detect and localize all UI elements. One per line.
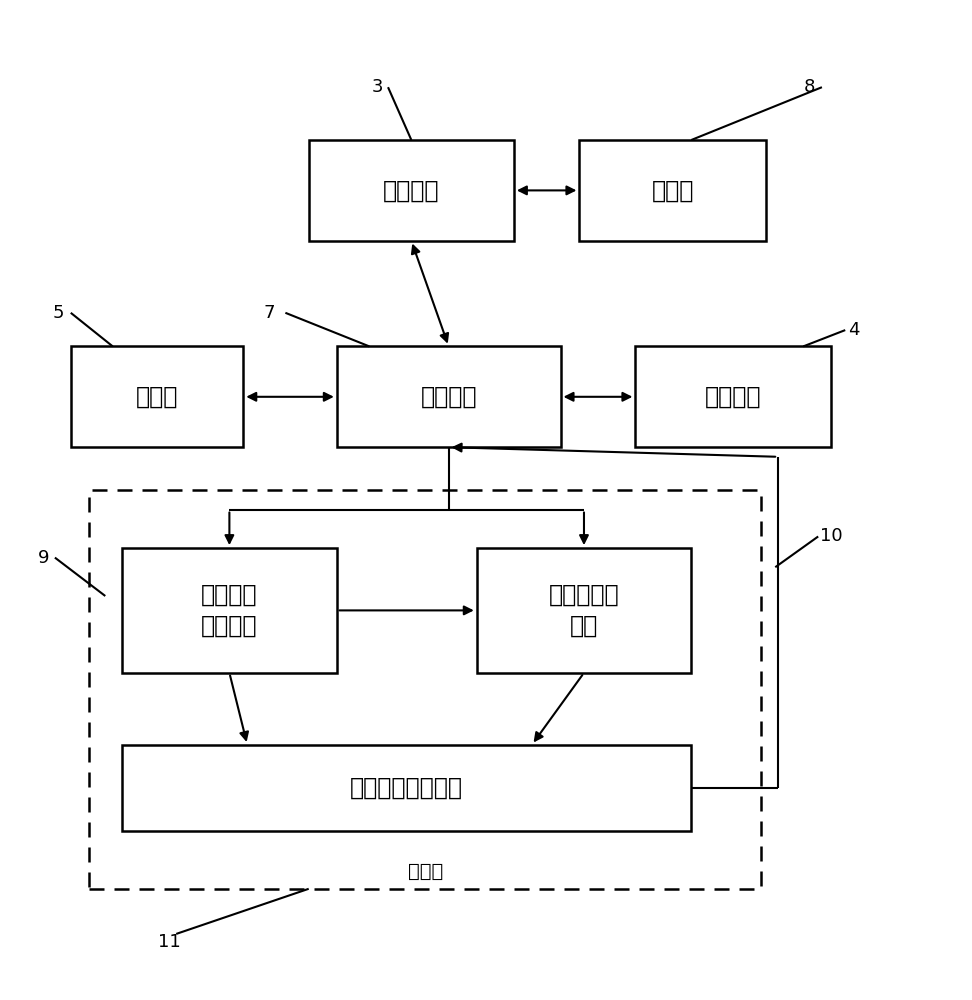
Text: 10: 10 [820,527,843,545]
Text: 现场总线: 现场总线 [421,385,477,409]
Text: 上位机: 上位机 [407,862,443,881]
Bar [122,745,691,831]
Text: 浓度曲线
描述模块: 浓度曲线 描述模块 [201,583,258,638]
Text: 控制参数求解模块: 控制参数求解模块 [350,776,464,800]
Text: 5: 5 [53,304,64,322]
Bar [122,548,336,673]
Bar [476,548,691,673]
Bar [309,140,514,241]
Text: 设定值转换
模块: 设定值转换 模块 [548,583,619,638]
Text: 8: 8 [803,78,815,96]
Bar [636,346,831,447]
Bar [71,346,243,447]
Text: 4: 4 [848,321,859,339]
Bar [579,140,766,241]
Text: 7: 7 [264,304,275,322]
Text: 存储装置: 存储装置 [705,385,761,409]
Text: 3: 3 [372,78,384,96]
Text: 控制站: 控制站 [136,385,178,409]
Bar [336,346,561,447]
Bar [89,490,761,889]
Text: 数据接口: 数据接口 [383,178,439,202]
Text: 控制器: 控制器 [651,178,694,202]
Text: 11: 11 [157,933,180,951]
Text: 9: 9 [38,549,50,567]
